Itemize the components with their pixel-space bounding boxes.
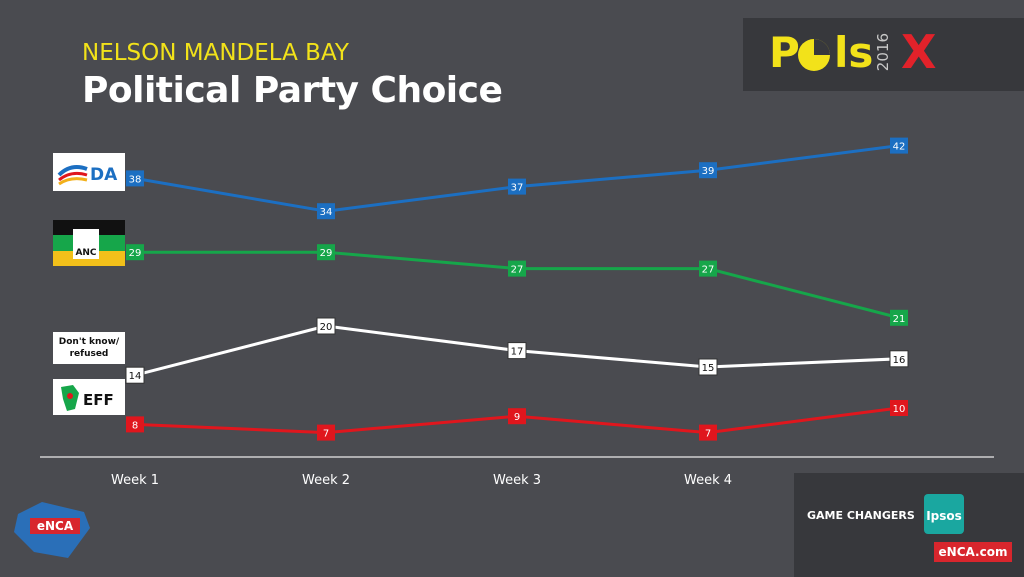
ipsos-logo: Ipsos	[924, 494, 964, 534]
data-label: 9	[514, 412, 520, 423]
polls-2016-logo-box	[743, 18, 1024, 91]
data-label: 14	[129, 371, 142, 382]
data-label: 34	[320, 207, 333, 218]
data-point-marker	[890, 400, 908, 416]
eff-logo-text: EFF	[83, 391, 114, 409]
data-point-marker	[126, 416, 144, 433]
data-label: 17	[511, 347, 524, 358]
data-point-marker	[125, 366, 145, 384]
data-point-marker	[316, 317, 336, 335]
data-point-marker	[317, 244, 335, 261]
x-tick-label: Week 1	[111, 473, 159, 488]
data-point-marker	[126, 244, 144, 261]
data-label: 38	[129, 174, 142, 185]
data-label: 20	[320, 322, 333, 333]
data-label: 27	[702, 265, 715, 276]
data-label: 8	[132, 420, 138, 431]
ipsos-logo-text: Ipsos	[926, 509, 962, 523]
data-point-marker	[126, 170, 144, 187]
data-point-marker	[890, 309, 908, 326]
enca-logo-text: eNCA	[37, 519, 74, 533]
anc-logo-text: ANC	[75, 248, 96, 258]
data-point-marker	[508, 408, 526, 425]
polls-logo-o-icon	[798, 39, 830, 71]
eff-logo: EFF	[53, 379, 125, 415]
data-point-marker	[508, 260, 526, 277]
game-changers-text: GAME CHANGERS	[807, 509, 915, 522]
enca-logo: eNCA	[14, 502, 90, 558]
polls-logo-ls: ls	[834, 28, 874, 77]
data-label: 16	[893, 355, 906, 366]
data-label: 39	[702, 166, 715, 177]
data-point-marker	[317, 424, 335, 441]
anc-logo: ANC	[53, 220, 125, 266]
data-label: 15	[702, 363, 715, 374]
chart-title: Political Party Choice	[82, 70, 503, 111]
series-line-0	[134, 144, 900, 213]
chart-subtitle: NELSON MANDELA BAY	[82, 40, 349, 66]
enca-url-badge: eNCA.com	[934, 542, 1012, 562]
data-point-marker	[698, 358, 718, 376]
data-label: 10	[893, 404, 906, 415]
polls-logo-p: P	[769, 28, 800, 77]
data-point-marker	[699, 424, 717, 441]
data-point-marker	[507, 342, 527, 360]
x-tick-label: Week 4	[684, 473, 732, 488]
data-label: 29	[320, 248, 333, 259]
x-tick-label: Week 2	[302, 473, 350, 488]
da-logo: DA	[53, 153, 125, 191]
data-point-marker	[317, 203, 335, 220]
polls-logo-x: X	[901, 25, 937, 79]
data-point-marker	[889, 350, 909, 368]
data-label: 27	[511, 265, 524, 276]
dont-know-label: Don't know/ refused	[53, 332, 125, 364]
data-label: 29	[129, 248, 142, 259]
x-tick-label: Week 3	[493, 473, 541, 488]
data-point-marker	[508, 178, 526, 195]
data-point-marker	[890, 137, 908, 154]
data-label: 7	[705, 429, 711, 440]
data-label: 21	[893, 314, 906, 325]
data-label: 7	[323, 429, 329, 440]
data-point-marker	[699, 162, 717, 179]
data-label: 42	[893, 142, 906, 153]
data-point-marker	[699, 260, 717, 277]
da-logo-text: DA	[90, 165, 118, 185]
data-label: 37	[511, 183, 524, 194]
